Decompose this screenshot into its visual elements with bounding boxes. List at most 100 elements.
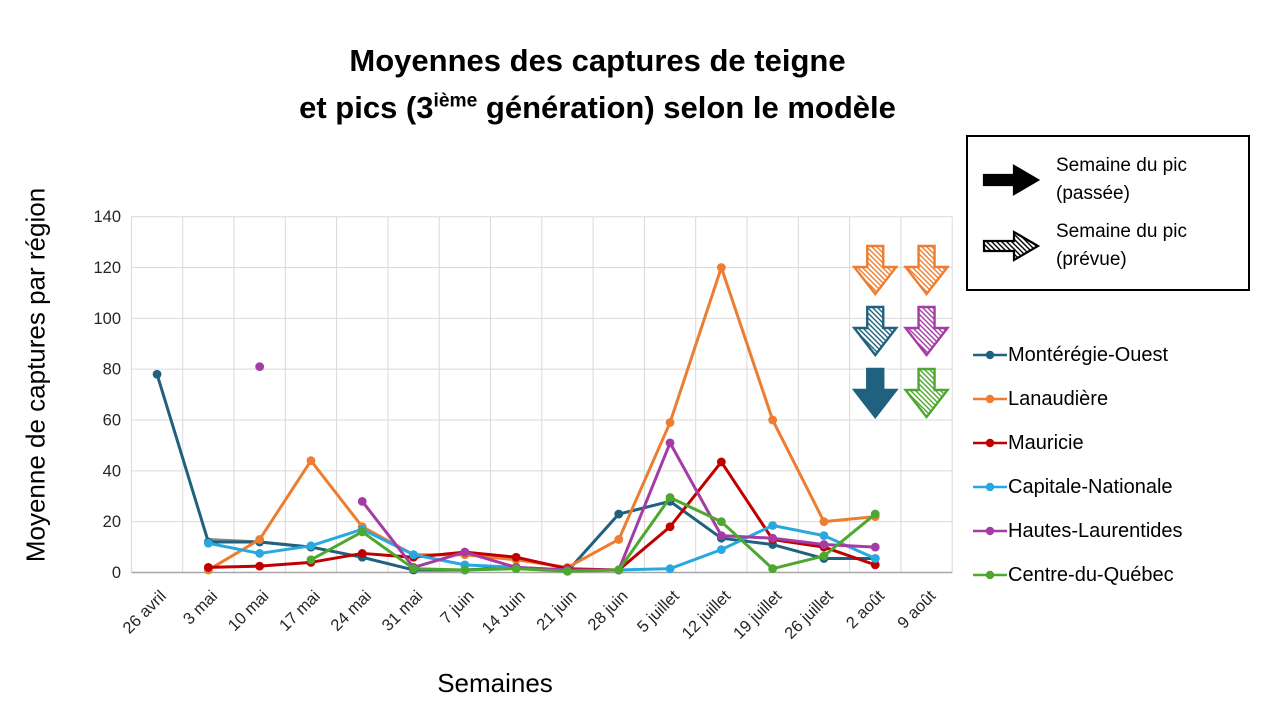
legend-marker-monteregie-ouest bbox=[973, 350, 1007, 360]
svg-text:10 mai: 10 mai bbox=[225, 587, 273, 635]
svg-text:19 juillet: 19 juillet bbox=[730, 587, 786, 643]
svg-text:140: 140 bbox=[93, 208, 121, 226]
svg-text:7 juin: 7 juin bbox=[437, 587, 478, 628]
svg-text:28 juin: 28 juin bbox=[584, 587, 631, 634]
legend-label-peak-forecast: Semaine du pic (prévue) bbox=[1056, 221, 1187, 270]
data-point-mauricie-5-juillet bbox=[665, 522, 675, 532]
svg-text:12 juillet: 12 juillet bbox=[679, 587, 735, 643]
svg-text:21 juin: 21 juin bbox=[533, 587, 580, 634]
data-point-capitale-nationale-10-mai bbox=[255, 549, 265, 558]
title-superscript: ième bbox=[433, 90, 478, 112]
data-point-monteregie-ouest-26-avril bbox=[152, 369, 162, 379]
peak-arrow-hatched-lanaudiere-2-aout bbox=[851, 244, 899, 296]
data-point-mauricie-14-juin bbox=[511, 552, 521, 562]
data-point-lanaudiere-17-mai bbox=[306, 456, 316, 466]
svg-text:40: 40 bbox=[103, 462, 121, 480]
data-point-centre-du-quebec-26-juillet bbox=[819, 551, 829, 561]
legend-label-peak-past: Semaine du pic (passée) bbox=[1056, 155, 1187, 204]
series-line-mauricie bbox=[206, 460, 877, 572]
legend-label-mauricie: Mauricie bbox=[1008, 431, 1084, 454]
svg-text:100: 100 bbox=[93, 310, 121, 328]
data-point-centre-du-quebec-28-juin bbox=[614, 565, 624, 575]
gridlines bbox=[130, 216, 953, 573]
data-point-centre-du-quebec-24-mai bbox=[357, 527, 367, 537]
data-point-lanaudiere-10-mai bbox=[255, 535, 265, 544]
svg-text:60: 60 bbox=[103, 412, 121, 430]
svg-text:26 juillet: 26 juillet bbox=[781, 587, 837, 643]
data-point-mauricie-24-mai bbox=[357, 549, 367, 558]
data-point-capitale-nationale-19-juillet bbox=[768, 521, 778, 530]
data-point-capitale-nationale-31-mai bbox=[409, 550, 418, 560]
data-point-hautes-laurentides-5-juillet bbox=[665, 438, 675, 448]
legend-label-monteregie-ouest: Montérégie-Ouest bbox=[1008, 343, 1169, 366]
x-axis-title: Semaines bbox=[437, 668, 553, 698]
series-monteregie-ouest bbox=[152, 369, 880, 576]
svg-text:26 avril: 26 avril bbox=[120, 587, 170, 637]
peak-arrow-solid-monteregie-ouest-2-aout bbox=[851, 367, 899, 419]
data-point-hautes-laurentides-19-juillet bbox=[768, 533, 778, 543]
data-point-capitale-nationale-2-aout bbox=[870, 554, 880, 563]
data-point-centre-du-quebec-17-mai bbox=[306, 555, 316, 565]
legend-label-lanaudiere: Lanaudière bbox=[1008, 387, 1109, 410]
svg-text:2 août: 2 août bbox=[843, 587, 888, 632]
legend-item-peak-forecast: Semaine du pic (prévue) bbox=[982, 213, 1248, 279]
legend-item-mauricie: Mauricie bbox=[972, 421, 1183, 465]
data-point-hautes-laurentides-10-mai bbox=[255, 362, 265, 372]
hatched-right-arrow-icon bbox=[982, 227, 1044, 265]
svg-text:24 mai: 24 mai bbox=[327, 587, 375, 635]
data-point-monteregie-ouest-28-juin bbox=[614, 509, 624, 519]
data-point-mauricie-3-mai bbox=[203, 563, 213, 572]
svg-text:31 mai: 31 mai bbox=[379, 587, 427, 635]
series-centre-du-quebec bbox=[306, 493, 880, 576]
legend-item-capitale-nationale: Capitale-Nationale bbox=[972, 465, 1183, 509]
svg-text:20: 20 bbox=[103, 513, 121, 531]
legend-marker-capitale-nationale bbox=[973, 482, 1007, 492]
data-point-centre-du-quebec-2-aout bbox=[870, 509, 880, 519]
data-point-lanaudiere-5-juillet bbox=[665, 418, 675, 427]
data-point-hautes-laurentides-12-juillet bbox=[716, 531, 726, 541]
data-point-capitale-nationale-26-juillet bbox=[819, 531, 829, 541]
chart-title-line1: Moyennes des captures de teigne bbox=[349, 43, 846, 78]
data-point-hautes-laurentides-7-juin bbox=[460, 547, 470, 557]
data-point-lanaudiere-26-juillet bbox=[819, 517, 829, 527]
legend-marker-mauricie bbox=[973, 438, 1007, 448]
data-point-centre-du-quebec-31-mai bbox=[409, 564, 418, 574]
y-axis-title: Moyenne de captures par région bbox=[20, 187, 51, 563]
svg-text:17 mai: 17 mai bbox=[276, 587, 324, 635]
data-point-capitale-nationale-3-mai bbox=[203, 538, 213, 548]
legend-marker-hautes-laurentides bbox=[973, 526, 1007, 536]
legend-label-centre-du-quebec: Centre-du-Québec bbox=[1008, 563, 1174, 586]
peak-arrow-hatched-centre-du-quebec-9-aout bbox=[903, 367, 951, 419]
svg-text:9 août: 9 août bbox=[894, 587, 939, 632]
solid-right-arrow-icon bbox=[982, 161, 1044, 199]
data-point-hautes-laurentides-2-aout bbox=[870, 542, 880, 552]
legend-item-hautes-laurentides: Hautes-Laurentides bbox=[972, 509, 1183, 553]
data-point-lanaudiere-28-juin bbox=[614, 535, 624, 544]
svg-text:0: 0 bbox=[112, 564, 121, 582]
legend-label-hautes-laurentides: Hautes-Laurentides bbox=[1008, 519, 1183, 542]
svg-text:120: 120 bbox=[93, 259, 121, 277]
data-point-mauricie-10-mai bbox=[255, 561, 265, 571]
chart-title: Moyennes des captures de teigne et pics … bbox=[0, 38, 1195, 131]
peak-arrow-hatched-lanaudiere-9-aout bbox=[903, 244, 951, 296]
peak-arrow-legend: Semaine du pic (passée) Semaine du pic (… bbox=[966, 135, 1250, 291]
x-axis-tick-labels: 26 avril 3 mai 10 mai 17 mai 24 mai 31 mai 7 j… bbox=[120, 587, 940, 643]
data-point-capitale-nationale-5-juillet bbox=[665, 564, 675, 574]
peak-arrow-hatched-hautes-laurentides-9-aout bbox=[903, 305, 951, 357]
legend-marker-lanaudiere bbox=[973, 394, 1007, 404]
legend-item-peak-past: Semaine du pic (passée) bbox=[982, 147, 1248, 213]
legend-item-centre-du-quebec: Centre-du-Québec bbox=[972, 553, 1183, 597]
legend-marker-centre-du-quebec bbox=[973, 570, 1007, 580]
data-point-lanaudiere-12-juillet bbox=[716, 263, 726, 272]
data-point-lanaudiere-19-juillet bbox=[768, 415, 778, 425]
legend-label-capitale-nationale: Capitale-Nationale bbox=[1008, 475, 1173, 498]
svg-text:14 Juin: 14 Juin bbox=[479, 587, 529, 637]
series-legend: Montérégie-Ouest Lanaudière Mauricie Capita… bbox=[972, 333, 1183, 597]
series-line-centre-du-quebec bbox=[309, 496, 877, 573]
data-point-centre-du-quebec-5-juillet bbox=[665, 493, 675, 502]
svg-text:3 mai: 3 mai bbox=[180, 587, 221, 628]
data-point-centre-du-quebec-12-juillet bbox=[716, 517, 726, 527]
svg-text:5 juillet: 5 juillet bbox=[634, 587, 683, 636]
